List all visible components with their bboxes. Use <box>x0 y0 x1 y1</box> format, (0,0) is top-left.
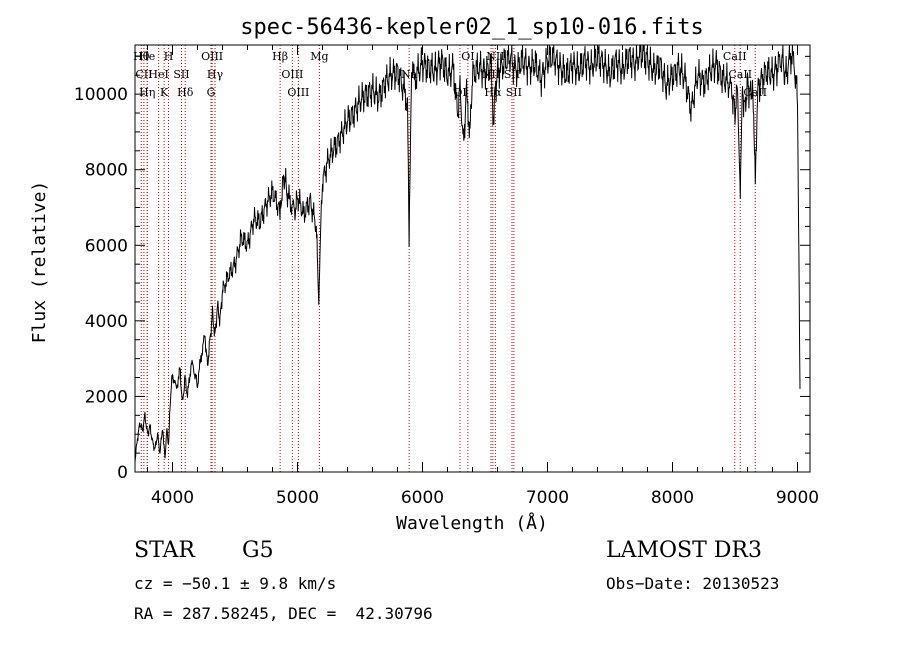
x-axis-label: Wavelength (Å) <box>396 512 548 534</box>
line-label-5: K <box>160 86 169 99</box>
line-label-20: Hα <box>484 86 502 99</box>
line-label-10: Hγ <box>207 68 224 81</box>
observation-date: Obs−Date: 20130523 <box>606 574 780 593</box>
redshift-velocity: cz = −50.1 ± 9.8 km/s <box>134 574 337 593</box>
y-tick-label-2000: 2000 <box>85 387 128 407</box>
x-tick-label-8000: 8000 <box>651 488 694 508</box>
line-label-7: SII <box>173 68 189 81</box>
sky-coordinates: RA = 287.58245, DEC = 42.30796 <box>134 604 433 623</box>
line-label-2: Hη <box>139 86 155 99</box>
line-label-6: H <box>164 50 174 63</box>
line-label-25: CaII <box>728 68 752 81</box>
line-label-9: OIII <box>201 50 223 63</box>
survey-name: LAMOST DR3 <box>606 538 762 563</box>
line-label-0: Hθ <box>133 50 150 63</box>
line-label-23: SII <box>506 86 522 99</box>
chart-title: spec-56436-kepler02_1_sp10-016.fits <box>240 15 704 40</box>
object-subclass: G5 <box>242 538 274 563</box>
line-label-12: Hβ <box>272 50 288 63</box>
spectral-line-labels: HθCIIHηHeHeIKHSIIHδOIIIHγGHβOIIIOIIIMgNa… <box>133 50 767 99</box>
flux-series-line <box>134 44 801 463</box>
y-tick-label-0: 0 <box>117 463 128 483</box>
x-tick-label-9000: 9000 <box>776 488 819 508</box>
line-label-18: OI <box>461 50 474 63</box>
x-tick-label-6000: 6000 <box>401 488 444 508</box>
y-tick-label-10000: 10000 <box>74 85 128 105</box>
line-label-11: G <box>207 86 216 99</box>
y-axis-ticks: 0 2000 4000 6000 8000 10000 <box>74 55 810 483</box>
line-label-8: Hδ <box>177 86 194 99</box>
line-label-15: Mg <box>310 50 328 63</box>
y-tick-label-8000: 8000 <box>85 161 128 181</box>
y-tick-label-4000: 4000 <box>85 312 128 332</box>
x-axis-ticks: 4000 5000 6000 7000 8000 9000 <box>147 45 819 508</box>
line-label-1: CII <box>135 68 152 81</box>
y-axis-label: Flux (relative) <box>29 181 50 344</box>
x-tick-label-7000: 7000 <box>526 488 569 508</box>
line-label-4: HeI <box>148 68 168 81</box>
line-label-14: OIII <box>287 86 309 99</box>
y-tick-label-6000: 6000 <box>85 236 128 256</box>
line-label-13: OIII <box>281 68 303 81</box>
x-tick-label-5000: 5000 <box>276 488 319 508</box>
object-class: STAR <box>134 538 195 563</box>
x-tick-label-4000: 4000 <box>151 488 194 508</box>
spectral-line-markers <box>140 45 756 472</box>
line-label-24: CaII <box>723 50 747 63</box>
line-label-3: He <box>139 50 155 63</box>
